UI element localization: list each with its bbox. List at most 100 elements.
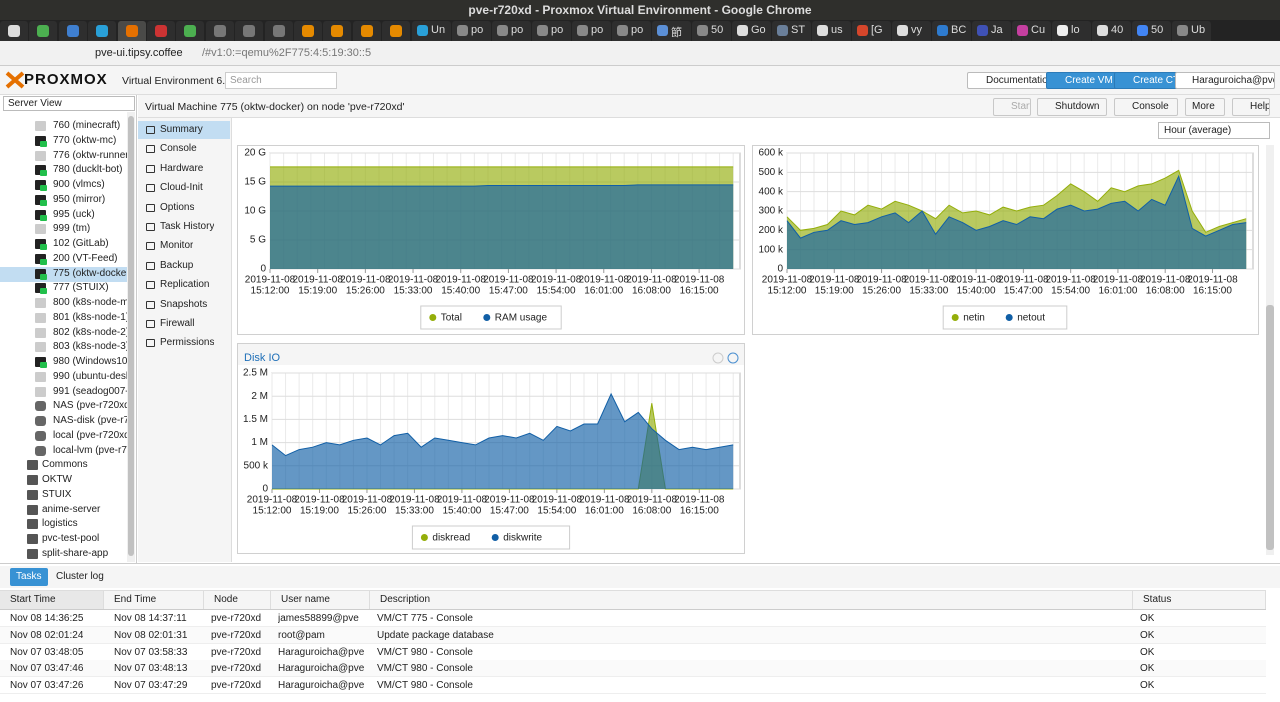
url-path[interactable]: /#v1:0:=qemu%2F775:4:5:19:30::5 [202, 47, 372, 59]
browser-tab[interactable]: po [612, 21, 651, 41]
browser-tab[interactable]: [G [852, 21, 891, 41]
browser-tab[interactable]: po [492, 21, 531, 41]
browser-tab[interactable]: 節 [652, 21, 691, 41]
nav-item[interactable]: Monitor [138, 237, 230, 255]
tree-item[interactable]: logistics [0, 517, 127, 532]
tree-item[interactable]: 950 (mirror) [0, 193, 127, 208]
nav-item[interactable]: Backup [138, 257, 230, 275]
browser-tab[interactable] [117, 21, 146, 41]
browser-tab[interactable] [352, 21, 381, 41]
toolbar-button[interactable]: More [1185, 98, 1225, 116]
browser-tab[interactable]: Un [412, 21, 451, 41]
nav-item[interactable]: Options [138, 199, 230, 217]
tree-item[interactable]: 760 (minecraft) [0, 119, 127, 134]
browser-tab[interactable] [0, 21, 28, 41]
browser-tab[interactable] [205, 21, 234, 41]
nav-item[interactable]: Permissions [138, 334, 230, 352]
tree-item[interactable]: Commons [0, 458, 127, 473]
browser-tab[interactable] [176, 21, 205, 41]
nav-item[interactable]: Snapshots [138, 296, 230, 314]
tree-item[interactable]: 803 (k8s-node-3) [0, 340, 127, 355]
tree-item[interactable]: 900 (vlmcs) [0, 178, 127, 193]
nav-item[interactable]: Replication [138, 276, 230, 294]
tree-item[interactable]: 801 (k8s-node-1) [0, 311, 127, 326]
table-row[interactable]: Nov 08 14:36:25 Nov 08 14:37:11 pve-r720xd… [0, 610, 1266, 627]
tree-item[interactable]: 780 (ducklt-bot) [0, 163, 127, 178]
header-button[interactable]: Create VM [1046, 72, 1120, 89]
tree-item[interactable]: 991 (seadog007-ub [0, 385, 127, 400]
browser-tab[interactable]: 50 [1132, 21, 1171, 41]
column-header[interactable]: End Time [104, 591, 204, 609]
tree-item[interactable]: local-lvm (pve-r72 [0, 444, 127, 459]
column-header[interactable]: Description [370, 591, 1133, 609]
view-select[interactable]: Server View [3, 96, 135, 111]
browser-tab[interactable]: ST [772, 21, 811, 41]
tree-item[interactable]: 777 (STUIX) [0, 281, 127, 296]
browser-tab[interactable]: 40 [1092, 21, 1131, 41]
header-button[interactable]: Documentation [967, 72, 1061, 89]
browser-tab[interactable]: po [532, 21, 571, 41]
tree-item[interactable]: STUIX [0, 488, 127, 503]
tree-item[interactable]: NAS-disk (pve-r72 [0, 414, 127, 429]
browser-tab[interactable] [294, 21, 322, 41]
tree-item[interactable]: 990 (ubuntu-deskto [0, 370, 127, 385]
nav-item[interactable]: Hardware [138, 160, 230, 178]
browser-tab[interactable] [382, 21, 411, 41]
nav-item[interactable]: Console [138, 140, 230, 158]
timeframe-select[interactable]: Hour (average) [1158, 122, 1270, 139]
tree-item[interactable]: pvc-test-pool [0, 532, 127, 547]
column-header[interactable]: Status [1133, 591, 1266, 609]
toolbar-button[interactable]: Console [1114, 98, 1178, 116]
tree-item[interactable]: 999 (tm) [0, 222, 127, 237]
table-row[interactable]: Nov 08 02:01:24 Nov 08 02:01:31 pve-r720xd… [0, 626, 1266, 644]
browser-tab[interactable]: Go [732, 21, 771, 41]
tree-item[interactable]: 995 (uck) [0, 208, 127, 223]
browser-tab[interactable]: po [452, 21, 491, 41]
tree-item[interactable]: 802 (k8s-node-2) [0, 326, 127, 341]
browser-tab[interactable]: Ja [972, 21, 1011, 41]
column-header[interactable]: Start Time [0, 591, 104, 609]
browser-tab[interactable] [323, 21, 352, 41]
browser-tab[interactable] [58, 21, 87, 41]
nav-item[interactable]: Cloud-Init [138, 179, 230, 197]
nav-item[interactable]: Task History [138, 218, 230, 236]
nav-item[interactable]: Summary [138, 121, 230, 139]
toolbar-button[interactable]: Shutdown [1037, 98, 1107, 116]
user-menu[interactable]: Haraguroicha@pve [1175, 72, 1275, 89]
tree-item[interactable]: 980 (Windows10) [0, 355, 127, 370]
toolbar-button[interactable]: Start [993, 98, 1031, 116]
url-host[interactable]: pve-ui.tipsy.coffee [95, 47, 183, 59]
browser-tab[interactable]: vy [892, 21, 931, 41]
browser-tab[interactable]: po [572, 21, 611, 41]
browser-tab[interactable]: 50 [692, 21, 731, 41]
tree-item[interactable]: anime-server [0, 503, 127, 518]
task-tab[interactable]: Cluster log [56, 571, 104, 582]
column-header[interactable]: User name [271, 591, 370, 609]
tree-item[interactable]: NAS (pve-r720xd) [0, 399, 127, 414]
browser-tab[interactable] [264, 21, 293, 41]
tree-item[interactable]: 775 (oktw-docker) [0, 266, 127, 282]
browser-tab[interactable]: BC [932, 21, 971, 41]
tree-item[interactable]: local (pve-r720xd) [0, 429, 127, 444]
browser-tab[interactable] [235, 21, 264, 41]
browser-tab[interactable] [147, 21, 175, 41]
browser-tab[interactable]: us [812, 21, 851, 41]
browser-tab[interactable] [29, 21, 58, 41]
column-header[interactable]: Node [204, 591, 271, 609]
tree-item[interactable]: 200 (VT-Feed) [0, 252, 127, 267]
task-tab[interactable]: Tasks [10, 568, 48, 586]
browser-tab[interactable]: Ub [1172, 21, 1211, 41]
tree-item[interactable]: 776 (oktw-runner) [0, 149, 127, 164]
table-row[interactable]: Nov 07 03:47:26 Nov 07 03:47:29 pve-r720xd… [0, 677, 1266, 695]
tree-item[interactable]: 102 (GitLab) [0, 237, 127, 252]
search-box[interactable]: Search [225, 72, 337, 89]
table-row[interactable]: Nov 07 03:48:05 Nov 07 03:58:33 pve-r720xd… [0, 644, 1266, 661]
tree-item[interactable]: 800 (k8s-node-mas [0, 296, 127, 311]
toolbar-button[interactable]: Help [1232, 98, 1270, 116]
tree-item[interactable]: 770 (oktw-mc) [0, 134, 127, 149]
browser-tab[interactable]: Cu [1012, 21, 1051, 41]
browser-tab[interactable] [88, 21, 117, 41]
tree-item[interactable]: OKTW [0, 473, 127, 488]
table-row[interactable]: Nov 07 03:47:46 Nov 07 03:48:13 pve-r720xd… [0, 660, 1266, 678]
nav-item[interactable]: Firewall [138, 315, 230, 333]
